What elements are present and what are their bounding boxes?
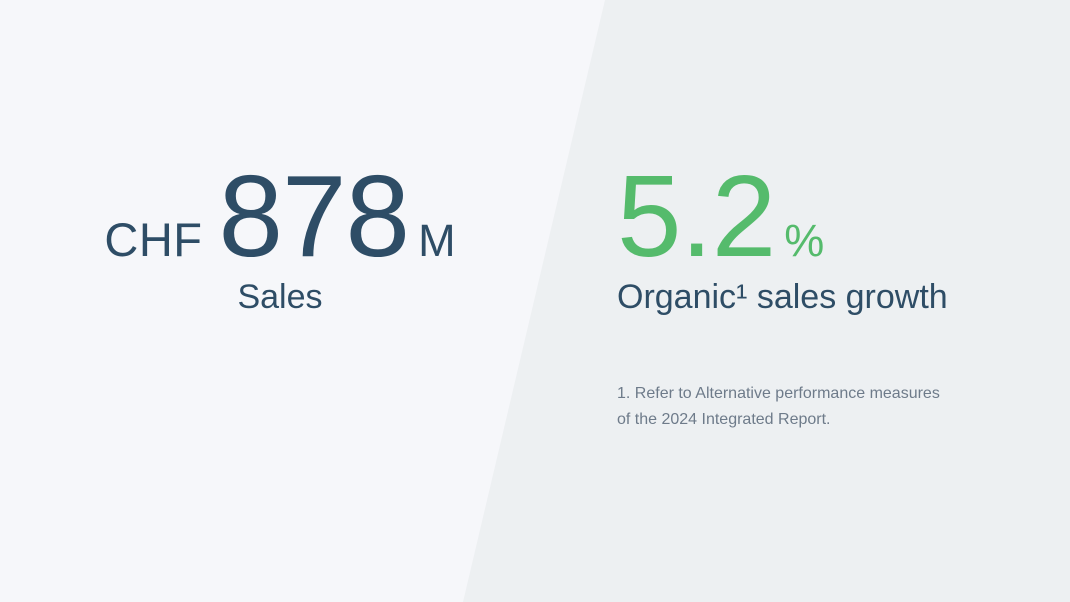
sales-value-line: CHF 878 M <box>0 158 560 274</box>
footnote-line-1: 1. Refer to Alternative performance meas… <box>617 385 940 402</box>
sales-stat-block: CHF 878 M Sales <box>0 0 560 314</box>
sales-caption: Sales <box>237 278 323 316</box>
growth-percent-sign: % <box>784 215 825 266</box>
growth-value: 5.2 <box>617 151 776 281</box>
organic-growth-stat-block: 5.2 % Organic¹ sales growth 1. Refer to … <box>617 0 1037 433</box>
growth-caption: Organic¹ sales growth <box>617 278 948 316</box>
sales-unit-label: M <box>418 215 456 266</box>
sales-currency-label: CHF <box>104 213 203 266</box>
growth-value-line: 5.2 % <box>617 158 1037 274</box>
sales-value: 878 <box>218 151 411 281</box>
footnote: 1. Refer to Alternative performance meas… <box>617 381 1037 433</box>
footnote-line-2: of the 2024 Integrated Report. <box>617 411 831 428</box>
